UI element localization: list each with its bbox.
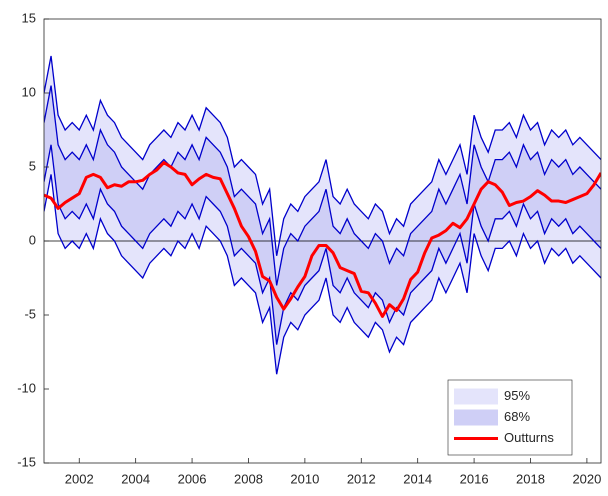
x-tick-label: 2002 — [65, 471, 94, 486]
x-tick-label: 2006 — [178, 471, 207, 486]
y-tick-label: -15 — [17, 454, 36, 469]
line — [44, 161, 601, 318]
y-tick-label: -5 — [24, 306, 36, 321]
x-tick-label: 2020 — [572, 471, 601, 486]
legend-swatch — [454, 388, 498, 405]
legend-swatch — [454, 409, 498, 426]
x-tick-label: 2016 — [460, 471, 489, 486]
y-tick-label: 5 — [29, 158, 36, 173]
band-edge — [44, 174, 601, 375]
y-tick-label: 0 — [29, 232, 36, 247]
x-tick-label: 2008 — [234, 471, 263, 486]
x-tick-label: 2004 — [121, 471, 150, 486]
y-tick-label: 15 — [22, 10, 36, 25]
legend: 95% 68% Outturns — [447, 379, 573, 456]
legend-label: 95% — [504, 388, 530, 403]
x-tick-label: 2014 — [403, 471, 432, 486]
band-area — [44, 85, 601, 345]
y-tick-label: -10 — [17, 380, 36, 395]
legend-label: 68% — [504, 409, 530, 424]
band-edge — [44, 144, 601, 345]
x-tick-label: 2012 — [347, 471, 376, 486]
plot — [44, 55, 601, 375]
band-edge — [44, 55, 601, 256]
legend-label: Outturns — [504, 430, 554, 445]
y-tick-label: 10 — [22, 84, 36, 99]
x-tick-label: 2018 — [516, 471, 545, 486]
x-tick-label: 2010 — [290, 471, 319, 486]
